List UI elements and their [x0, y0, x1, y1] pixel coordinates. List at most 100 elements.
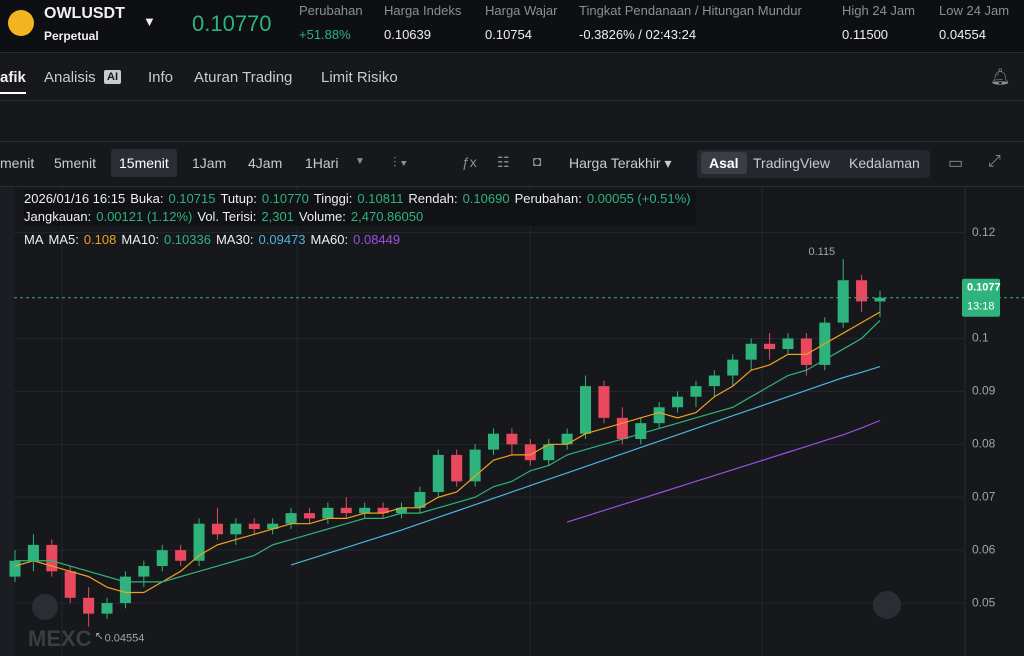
legend-text: 2,301 — [261, 209, 294, 224]
candle-body — [635, 423, 647, 440]
interval[interactable]: menit — [0, 155, 35, 171]
price-type[interactable]: Harga Terakhir ▾ — [569, 155, 672, 171]
view-option[interactable]: Asal — [701, 152, 747, 174]
indicator-icon[interactable]: ƒx — [462, 154, 477, 170]
candle-body — [856, 280, 868, 302]
ma-line — [15, 320, 881, 583]
y-tick-label: 0.05 — [972, 595, 996, 609]
stat-label: Harga Indeks — [384, 3, 462, 18]
header: OWLUSDT Perpetual ▼ 0.10770 Perubahan +51… — [0, 0, 1024, 53]
interval[interactable]: 1Hari — [305, 155, 339, 171]
candle-body — [782, 338, 794, 350]
coin-icon — [8, 10, 34, 36]
candle-body — [9, 560, 21, 577]
candle-body — [27, 544, 39, 561]
ma-line — [290, 365, 881, 566]
candle-body — [377, 507, 389, 514]
candle-body — [672, 396, 684, 408]
legend-text: MA30: — [215, 232, 254, 247]
lightning-button[interactable] — [873, 591, 901, 619]
interval[interactable]: 4Jam — [248, 155, 283, 171]
calendar-button[interactable] — [32, 594, 58, 620]
screenshot-icon[interactable]: ◘ — [533, 153, 542, 169]
interval-caret[interactable]: ▼ — [355, 156, 365, 167]
y-tick-label: 0.09 — [972, 384, 996, 398]
stat-label: Harga Wajar — [485, 3, 558, 18]
legend-text: MA — [24, 232, 44, 247]
legend-text: 0.10336 — [163, 232, 211, 247]
symbol[interactable]: OWLUSDT — [44, 5, 125, 22]
ma-line — [14, 311, 881, 594]
y-tick-label: 0.1 — [972, 331, 989, 345]
stat-value: 0.10754 — [485, 27, 532, 42]
last-price-tag — [962, 278, 1000, 317]
candle-type-icon[interactable]: ⫶ ▾ — [393, 154, 408, 170]
candle-body — [414, 491, 426, 508]
candle-body — [322, 507, 334, 519]
y-tick-label: 0.12 — [972, 225, 996, 239]
candle-body — [119, 576, 131, 604]
candle-body — [727, 359, 739, 376]
stat-value: +51.88% — [299, 27, 351, 42]
view-option[interactable]: TradingView — [753, 155, 831, 171]
tab[interactable]: Limit Risiko — [321, 69, 398, 86]
interval[interactable]: 5menit — [54, 155, 97, 171]
legend-text: 0.10770 — [261, 191, 309, 206]
candle-body — [616, 417, 628, 440]
candle-body — [469, 449, 481, 482]
legend-text: 0.108 — [83, 232, 117, 247]
legend-text: 0.10690 — [462, 191, 510, 206]
tab[interactable]: afik — [0, 69, 26, 94]
stat-value: 0.10639 — [384, 27, 431, 42]
low-arrow: ↖ — [95, 631, 104, 643]
stat-label: High 24 Jam — [842, 3, 915, 18]
candle-body — [874, 297, 886, 302]
candle-body — [598, 386, 610, 418]
tab[interactable]: Analisis — [44, 69, 96, 86]
legend-text: MA5: — [48, 232, 79, 247]
stat-label: Low 24 Jam — [939, 3, 1010, 18]
legend-text: Tinggi: — [313, 191, 353, 206]
legend-text: 0.00121 (1.12%) — [96, 209, 193, 224]
interval[interactable]: 1Jam — [192, 155, 227, 171]
symbol-caret[interactable]: ▼ — [143, 14, 156, 29]
ohlc-legend: 2026/01/16 16:15 Buka: 0.10715 Tutup: 0.1077… — [24, 190, 696, 249]
candle-body — [580, 386, 592, 434]
candle-body — [156, 550, 168, 567]
candle-body — [193, 523, 205, 561]
candle-body — [46, 544, 58, 572]
legend-text: Jangkauan: — [24, 209, 92, 224]
high-label: 0.115 — [808, 246, 835, 258]
candle-body — [303, 513, 315, 519]
template-icon[interactable]: ☷ — [497, 154, 510, 170]
legend-text: MA60: — [310, 232, 349, 247]
candle-body — [524, 444, 536, 461]
stat-value: 0.04554 — [939, 27, 986, 42]
candle-body — [764, 343, 776, 350]
y-tick-label: 0.06 — [972, 542, 996, 556]
bell-icon[interactable]: 🔔︎ — [990, 69, 1011, 86]
price-type-label: Harga Terakhir — [569, 155, 661, 171]
legend-text: Buka: — [130, 191, 164, 206]
legend-text: 0.10715 — [168, 191, 216, 206]
view-option[interactable]: Kedalaman — [849, 155, 920, 171]
interval[interactable]: 15menit — [111, 149, 177, 177]
legend-text: 2026/01/16 16:15 — [24, 191, 126, 206]
candle-body — [248, 523, 260, 529]
candle-body — [451, 454, 463, 482]
candle-body — [800, 338, 812, 365]
legend-text: Perubahan: — [514, 191, 582, 206]
layout-icon[interactable]: ▭ — [948, 155, 964, 172]
candle-body — [561, 433, 573, 445]
tab[interactable]: Aturan Trading — [194, 69, 293, 86]
ma-line — [566, 419, 881, 523]
candle-body — [267, 523, 279, 529]
y-tick-label: 0.08 — [972, 436, 996, 450]
legend-text: MA10: — [121, 232, 159, 247]
fullscreen-icon[interactable]: ⤢ — [988, 153, 1001, 170]
tab[interactable]: Info — [148, 69, 174, 86]
legend-text: Volume: — [298, 209, 346, 224]
candle-body — [83, 597, 95, 614]
legend-text: 2,470.86050 — [350, 209, 424, 224]
